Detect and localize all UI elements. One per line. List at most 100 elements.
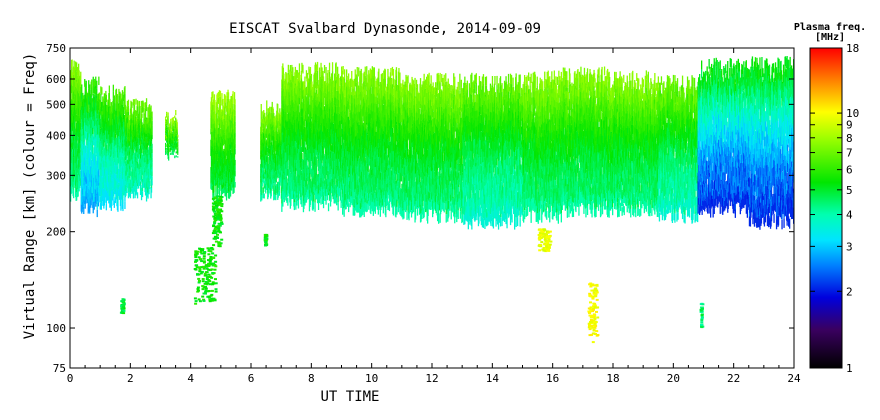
echo-mark <box>101 87 102 94</box>
echo-mark <box>151 149 152 154</box>
echo-mark <box>222 99 223 105</box>
echo-mark <box>124 201 125 209</box>
echo-mark <box>177 142 178 143</box>
echo-mark <box>166 146 167 147</box>
echo-mark <box>139 111 140 116</box>
echo-mark <box>151 130 152 135</box>
echo-mark <box>261 195 262 201</box>
echo-mark <box>170 153 171 155</box>
echo-mark <box>141 114 142 118</box>
echo-mark <box>234 171 235 177</box>
echo-mark <box>166 148 167 149</box>
echo-mark <box>130 193 131 199</box>
echo-mark <box>117 94 118 101</box>
echo-mark <box>88 104 89 111</box>
echo-mark <box>262 182 263 186</box>
echo-mark <box>166 112 167 114</box>
echo-mark <box>211 97 212 103</box>
echo-mark <box>166 151 167 152</box>
echo-mark <box>176 155 177 157</box>
echo-mark <box>261 104 262 110</box>
echo-mark <box>174 151 175 152</box>
echo-mark <box>168 124 169 127</box>
echo-mark <box>143 103 144 108</box>
echo-mark <box>151 162 152 167</box>
echo-mark <box>89 84 90 92</box>
echo-mark <box>220 91 221 97</box>
echo-mark <box>299 63 300 71</box>
echo-mark <box>220 97 221 103</box>
echo-mark <box>124 86 125 94</box>
echo-mark <box>271 190 272 196</box>
echo-mark <box>151 116 152 121</box>
echo-mark <box>168 118 169 121</box>
echo-mark <box>314 203 315 212</box>
echo-mark <box>137 192 138 198</box>
echo-mark <box>134 99 135 105</box>
echo-mark <box>122 198 123 204</box>
echo-mark <box>124 98 125 104</box>
echo-mark <box>137 100 138 106</box>
echo-mark <box>135 99 136 105</box>
echo-mark <box>177 151 178 152</box>
echo-mark <box>214 94 215 100</box>
echo-mark <box>233 188 234 193</box>
echo-mark <box>143 108 144 113</box>
echo-mark <box>151 153 152 158</box>
echo-mark <box>177 156 178 157</box>
echo-mark <box>316 166 317 174</box>
echo-mark <box>279 191 280 196</box>
echo-mark <box>166 152 167 153</box>
echo-band <box>124 98 152 202</box>
echo-mark <box>234 132 235 138</box>
echo-mark <box>220 103 221 109</box>
echo-data-layer <box>70 56 795 343</box>
echo-mark <box>146 98 147 105</box>
echo-mark <box>294 202 295 210</box>
echo-mark <box>86 81 87 88</box>
echo-mark <box>170 126 171 128</box>
echo-mark <box>128 100 129 106</box>
echo-mark <box>176 120 177 122</box>
echo-mark <box>166 114 167 116</box>
echo-mark <box>168 155 169 157</box>
echo-mark <box>166 144 167 145</box>
echo-mark <box>232 91 233 97</box>
echo-mark <box>168 153 169 155</box>
echo-mark <box>109 99 110 106</box>
echo-mark <box>277 104 278 110</box>
echo-mark <box>234 138 235 144</box>
echo-mark <box>92 148 93 155</box>
echo-mark <box>234 182 235 188</box>
echo-mark <box>175 113 176 116</box>
echo-mark <box>148 189 149 195</box>
echo-mark <box>311 74 312 82</box>
echo-mark <box>170 119 171 121</box>
echo-band <box>165 110 178 161</box>
echo-mark <box>168 157 169 159</box>
echo-mark <box>261 111 262 117</box>
echo-mark <box>128 115 129 120</box>
x-axis-title: UT TIME <box>320 389 379 405</box>
echo-mark <box>217 189 218 194</box>
echo-mark <box>151 172 152 177</box>
echo-band <box>81 77 100 218</box>
echo-mark <box>300 139 301 146</box>
echo-mark <box>177 136 178 137</box>
echo-mark <box>139 101 140 106</box>
echo-mark <box>114 95 115 102</box>
echo-mark <box>298 200 299 209</box>
echo-mark <box>275 195 276 200</box>
echo-mark <box>266 106 267 112</box>
echo-mark <box>166 149 167 150</box>
echo-band <box>281 62 342 212</box>
echo-mark <box>228 92 229 99</box>
echo-mark <box>122 205 123 211</box>
echo-mark <box>177 140 178 141</box>
echo-mark <box>117 205 118 212</box>
echo-mark <box>80 72 81 80</box>
echo-mark <box>287 198 288 206</box>
echo-mark <box>234 99 235 105</box>
echo-mark <box>170 124 171 126</box>
echo-mark <box>83 207 84 214</box>
